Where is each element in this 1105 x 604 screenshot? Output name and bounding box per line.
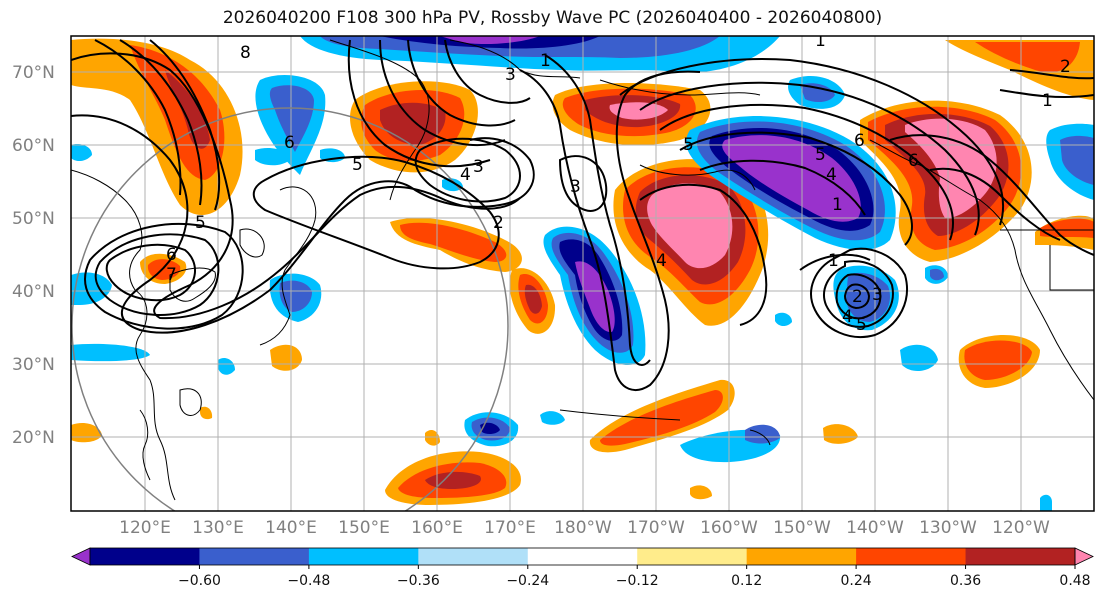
shading-anomaly-positive [350, 81, 478, 173]
reference-circle [71, 107, 509, 511]
contour-label: 5 [683, 135, 694, 155]
contour-label: 3 [570, 177, 581, 197]
colorbar-tick-label: 0.24 [841, 573, 872, 589]
map-frame [70, 35, 1095, 512]
colorbar-tick-label: −0.36 [397, 573, 440, 589]
contour-label: 4 [460, 165, 471, 185]
contour-label: 5 [195, 213, 206, 233]
lon-label: 140°E [265, 518, 317, 538]
contour-label: 8 [240, 43, 251, 63]
lon-label: 160°E [411, 518, 463, 538]
lat-label: 20°N [12, 428, 55, 448]
colorbar-cell [418, 548, 529, 565]
lon-label: 150°W [773, 518, 831, 538]
lon-label: 180°W [554, 518, 612, 538]
latitude-labels: 70°N 60°N 50°N 40°N 30°N 20°N [12, 63, 55, 448]
contour-label: 7 [166, 265, 177, 285]
shading-anomaly-positive [385, 451, 521, 505]
coastlines [71, 39, 1094, 501]
lat-label: 50°N [12, 209, 55, 229]
contour-label: 1 [832, 195, 843, 215]
lon-label: 120°E [119, 518, 171, 538]
colorbar-extend-min [71, 547, 91, 566]
contour-label: 6 [284, 133, 295, 153]
contour-label: 1 [815, 31, 826, 51]
colorbar-extend-max [1074, 547, 1094, 566]
pv-contours [71, 39, 1094, 391]
contour-label: 6 [854, 131, 865, 151]
map-panel: 8 1 6 5 4 3 2 3 4 5 6 7 6 5 5 4 1 6 1 2 [70, 31, 1095, 512]
lon-label: 160°W [700, 518, 758, 538]
colorbar-cell [308, 548, 419, 565]
lon-label: 170°E [484, 518, 536, 538]
lon-label: 130°E [192, 518, 244, 538]
colorbar-cell [637, 548, 748, 565]
colorbar-tick-label: 0.48 [1059, 573, 1090, 589]
shading-anomaly-positive [589, 379, 735, 453]
colorbar-cell [746, 548, 857, 565]
contour-label: 3 [872, 285, 883, 305]
shading-anomaly-positive [71, 215, 1094, 500]
shading-anomaly-positive [71, 38, 243, 215]
contour-label: 4 [842, 307, 853, 327]
colorbar-tick-label: −0.12 [616, 573, 659, 589]
contour-label: 1 [540, 51, 551, 71]
lon-label: 140°W [846, 518, 904, 538]
contour-label: 4 [826, 165, 837, 185]
lon-label: 130°W [919, 518, 977, 538]
colorbar-cell [527, 548, 638, 565]
shading-anomaly-positive [552, 83, 711, 146]
contour-label: 6 [166, 245, 177, 265]
contour-label: 6 [908, 151, 919, 171]
longitude-labels: 120°E 130°E 140°E 150°E 160°E 170°E 180°… [119, 518, 1050, 538]
colorbar-tick-label: 0.12 [731, 573, 762, 589]
colorbar-cell [199, 548, 310, 565]
colorbar-tick-label: −0.24 [506, 573, 549, 589]
colorbar-cell [856, 548, 967, 565]
lat-label: 70°N [12, 63, 55, 83]
lat-label: 60°N [12, 136, 55, 156]
contour-label: 1 [828, 251, 839, 271]
colorbar-ticks: −0.60 −0.48 −0.36 −0.24 −0.12 0.12 0.24 0.36 0.4… [178, 565, 1091, 589]
pv-shading [71, 36, 1094, 511]
shading-anomaly-negative [71, 36, 1094, 511]
colorbar-cell [965, 548, 1076, 565]
contour-label: 3 [473, 157, 484, 177]
colorbar-tick-label: −0.60 [178, 573, 221, 589]
contour-label: 4 [656, 251, 667, 271]
contour-label: 5 [352, 155, 363, 175]
shading-anomaly-positive [390, 218, 522, 272]
contour-label: 5 [815, 145, 826, 165]
colorbar-tick-label: −0.48 [287, 573, 330, 589]
contour-label: 2 [1060, 57, 1071, 77]
colorbar-frame [89, 547, 1076, 566]
colorbar-tick-label: 0.36 [950, 573, 981, 589]
colorbar: −0.60 −0.48 −0.36 −0.24 −0.12 0.12 0.24 0.36 0.4… [71, 547, 1094, 589]
colorbar-cell [90, 548, 200, 565]
contour-label: 2 [852, 287, 863, 307]
contour-label: 5 [856, 315, 867, 335]
contour-labels: 8 1 6 5 4 3 2 3 4 5 6 7 6 5 5 4 1 6 1 2 [166, 31, 1071, 335]
shading-anomaly-positive [509, 268, 556, 334]
colorbar-cells [71, 547, 1094, 566]
contour-label: 1 [1042, 91, 1053, 111]
lon-label: 150°E [338, 518, 390, 538]
lon-label: 120°W [992, 518, 1050, 538]
graticule [71, 36, 1094, 511]
contour-label: 2 [493, 213, 504, 233]
lat-label: 30°N [12, 355, 55, 375]
lat-label: 40°N [12, 282, 55, 302]
map-title: 2026040200 F108 300 hPa PV, Rossby Wave … [222, 8, 883, 28]
lon-label: 170°W [627, 518, 685, 538]
contour-label: 3 [505, 65, 516, 85]
